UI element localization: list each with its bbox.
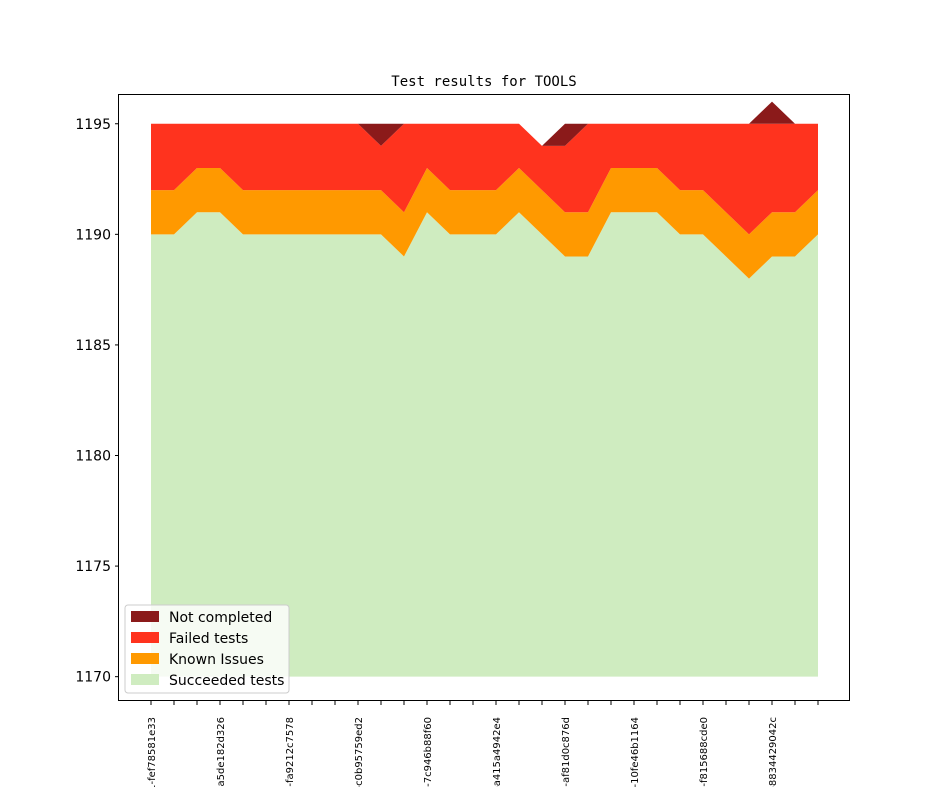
legend-swatch-succeeded-tests [131, 674, 159, 685]
x-tick-label: 7-8834429042c [768, 717, 779, 787]
x-tick-label: 5-f815688cde0 [699, 717, 710, 787]
x-tick-label: 0-fa9212c7578 [285, 717, 296, 787]
legend-swatch-known-issues [131, 653, 159, 664]
legend-label-failed-tests: Failed tests [169, 631, 248, 647]
x-axis: 1-fef78581e33 4-a5de182d326 0-fa9212c7578 0… [147, 701, 819, 787]
x-tick-label: 4-a5de182d326 [216, 717, 227, 787]
legend-label-succeeded-tests: Succeeded tests [169, 673, 284, 689]
area-succeeded-tests [151, 212, 818, 677]
x-tick-label: 6-7c946b88f60 [423, 717, 434, 787]
legend-swatch-not-completed [131, 611, 159, 622]
y-tick-label: 1185 [75, 338, 111, 354]
y-axis: 1170 1175 1180 1185 1190 1195 [75, 117, 119, 686]
y-tick-label: 1175 [75, 559, 111, 575]
x-tick-label: 7-af81d0c876d [561, 717, 572, 787]
x-tick-label: 0-10fe46b1164 [630, 717, 641, 787]
legend-label-not-completed: Not completed [169, 610, 272, 626]
y-tick-label: 1180 [75, 449, 111, 465]
legend: Not completed Failed tests Known Issues Suc… [124, 604, 290, 694]
plot-frame [118, 94, 850, 701]
area-layers [151, 101, 818, 677]
y-tick-label: 1190 [75, 227, 111, 243]
chart-title: Test results for TOOLS [391, 74, 576, 90]
x-tick-label: 0-c0b95759ed2 [354, 717, 365, 787]
area-failed-tests [151, 123, 818, 235]
y-tick-label: 1170 [75, 670, 111, 686]
legend-swatch-failed-tests [131, 632, 159, 643]
legend-box [124, 604, 290, 694]
x-tick-label: 1-fef78581e33 [147, 717, 158, 787]
area-known-issues [151, 167, 818, 279]
x-tick-label: 0-a415a4942e4 [492, 717, 503, 787]
y-tick-label: 1195 [75, 117, 111, 133]
legend-label-known-issues: Known Issues [169, 652, 264, 668]
